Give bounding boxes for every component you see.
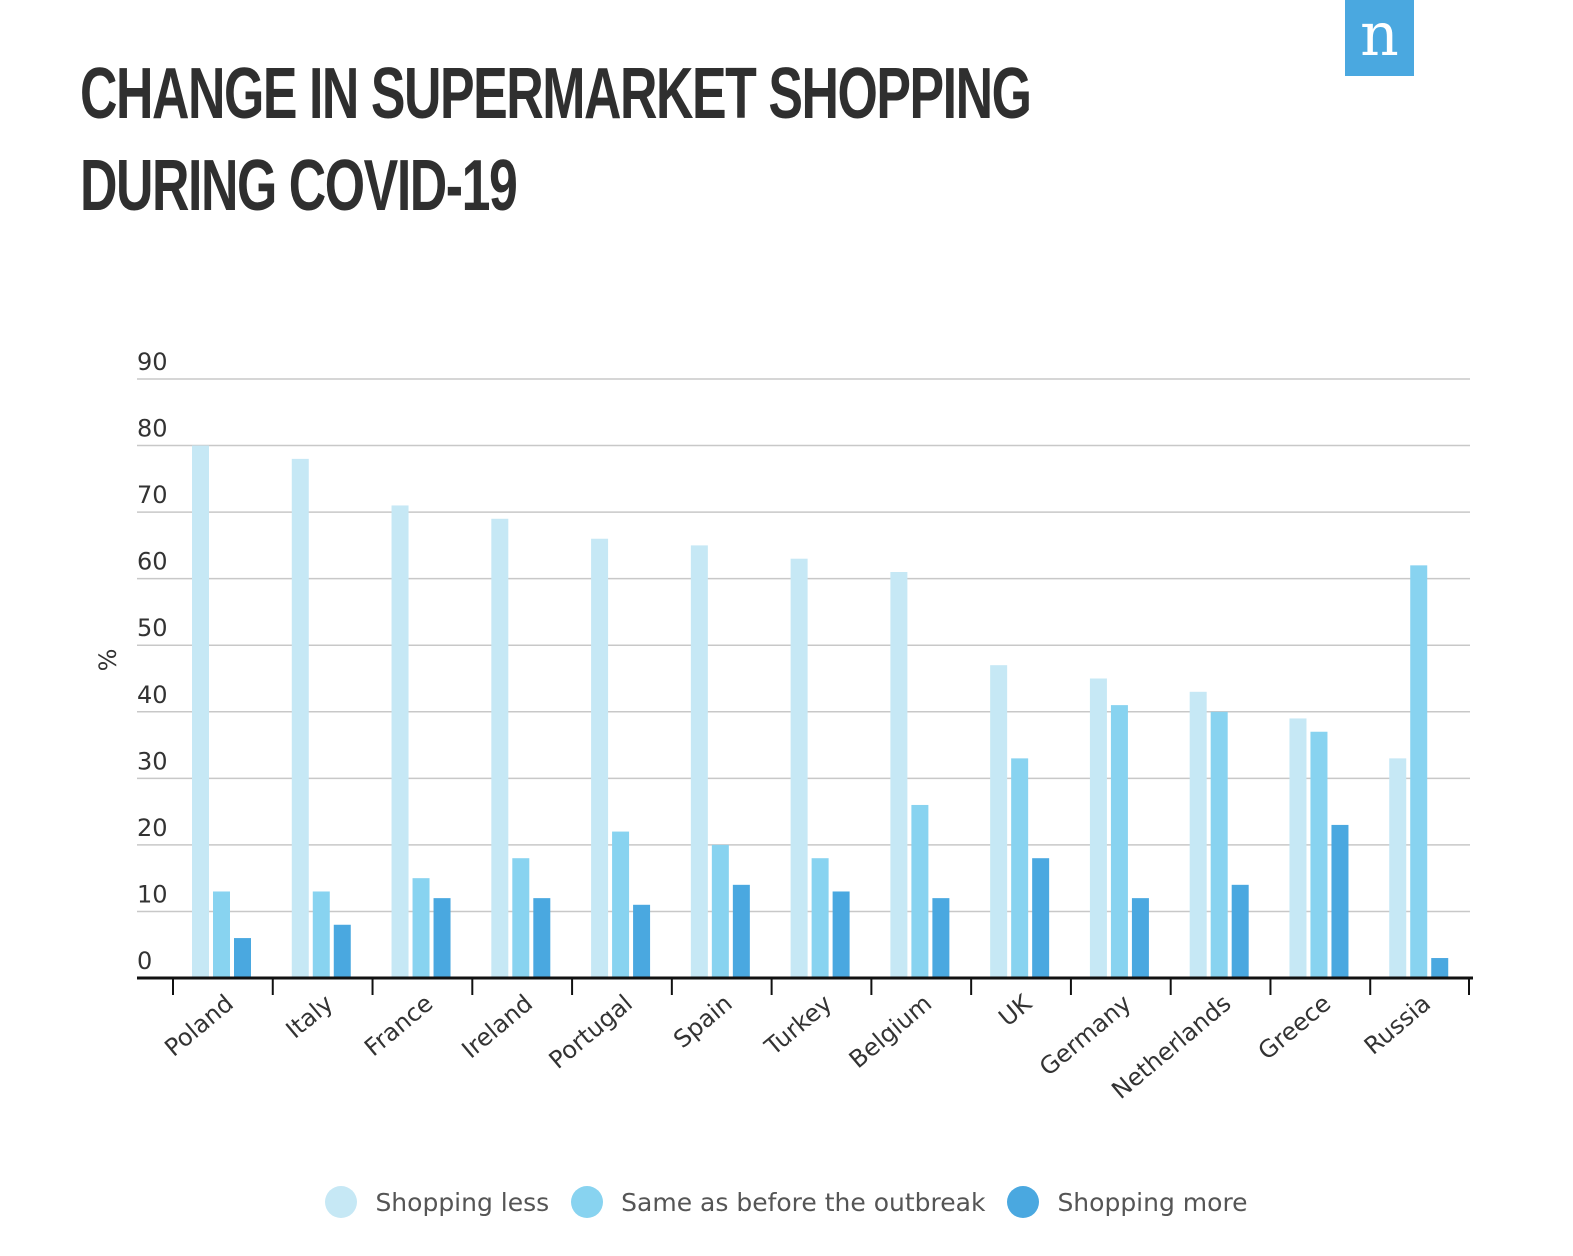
x-tick-label: UK <box>993 988 1037 1032</box>
bar-portugal-2 <box>633 904 651 978</box>
bar-turkey-1 <box>811 858 829 978</box>
bar-italy-0 <box>291 458 309 978</box>
x-tick-label: France <box>359 989 438 1062</box>
legend-label: Shopping less <box>375 1187 550 1217</box>
x-tick-label: Spain <box>668 989 737 1054</box>
y-axis-label: % <box>94 649 122 672</box>
y-tick-label: 20 <box>137 814 168 842</box>
bar-france-2 <box>433 898 451 978</box>
bar-poland-2 <box>234 938 251 978</box>
x-tick-label: Italy <box>281 989 339 1044</box>
x-tick-label: Belgium <box>844 989 937 1074</box>
x-tick-label: Turkey <box>759 989 838 1061</box>
bar-belgium-0 <box>890 572 908 978</box>
logo-letter: n <box>1360 0 1399 70</box>
legend-label: Same as before the outbreak <box>621 1187 986 1217</box>
legend-swatch <box>571 1186 604 1218</box>
y-tick-label: 70 <box>137 481 168 509</box>
x-tick-label: Germany <box>1034 989 1137 1081</box>
legend-swatch <box>1007 1186 1040 1218</box>
bar-poland-0 <box>192 445 209 978</box>
legend-item: Same as before the outbreak <box>571 1186 985 1218</box>
y-tick-label: 90 <box>137 348 168 376</box>
bar-poland-1 <box>213 891 230 978</box>
bar-greece-1 <box>1310 731 1328 978</box>
bar-belgium-1 <box>911 804 929 978</box>
y-tick-label: 80 <box>137 415 168 443</box>
bar-russia-2 <box>1431 958 1449 978</box>
legend-item: Shopping more <box>1007 1186 1248 1218</box>
x-tick-label: Russia <box>1359 989 1436 1060</box>
bar-netherlands-0 <box>1189 691 1207 978</box>
bar-france-0 <box>391 505 409 978</box>
bar-portugal-1 <box>612 831 630 978</box>
bar-spain-1 <box>711 844 729 978</box>
bar-netherlands-2 <box>1231 884 1249 978</box>
bar-turkey-2 <box>832 891 850 978</box>
bar-uk-2 <box>1032 858 1050 978</box>
bar-portugal-0 <box>591 538 609 978</box>
bar-france-1 <box>412 878 430 978</box>
brand-logo: n <box>1345 0 1414 76</box>
x-tick-label: Ireland <box>456 989 538 1064</box>
bar-russia-0 <box>1389 758 1407 978</box>
y-tick-label: 40 <box>137 681 168 709</box>
bar-ireland-0 <box>491 518 509 978</box>
y-tick-label: 50 <box>137 614 168 642</box>
legend: Shopping less Same as before the outbreak… <box>0 1186 1573 1218</box>
bar-ireland-2 <box>533 898 551 978</box>
chart-title: CHANGE IN SUPERMARKET SHOPPING DURING CO… <box>80 54 1032 226</box>
bar-uk-0 <box>990 665 1008 978</box>
legend-item: Shopping less <box>325 1186 549 1218</box>
y-tick-label: 10 <box>137 880 168 908</box>
bar-germany-2 <box>1131 898 1149 978</box>
bar-greece-0 <box>1289 718 1307 978</box>
bar-ireland-1 <box>512 858 530 978</box>
bar-spain-0 <box>690 545 708 978</box>
y-tick-label: 0 <box>137 947 152 975</box>
bar-italy-2 <box>333 924 351 978</box>
bar-chart: 0 10 20 30 40 50 60 70 80 90% Poland Italy France Ire… <box>94 348 1473 1105</box>
legend-label: Shopping more <box>1057 1187 1248 1217</box>
x-tick-label: Greece <box>1253 989 1336 1065</box>
bar-netherlands-1 <box>1210 711 1228 978</box>
bar-belgium-2 <box>932 898 950 978</box>
bar-italy-1 <box>312 891 330 978</box>
bar-uk-1 <box>1011 758 1029 978</box>
bar-spain-2 <box>732 884 750 978</box>
bar-russia-1 <box>1410 565 1428 978</box>
x-tick-label: Portugal <box>544 989 638 1074</box>
x-tick-label: Poland <box>159 989 238 1062</box>
bar-germany-0 <box>1089 678 1107 978</box>
bar-turkey-0 <box>790 558 808 978</box>
bar-greece-2 <box>1331 824 1349 978</box>
legend-swatch <box>325 1186 358 1218</box>
y-tick-label: 60 <box>137 548 168 576</box>
bar-germany-1 <box>1110 705 1128 978</box>
y-tick-label: 30 <box>137 747 168 775</box>
